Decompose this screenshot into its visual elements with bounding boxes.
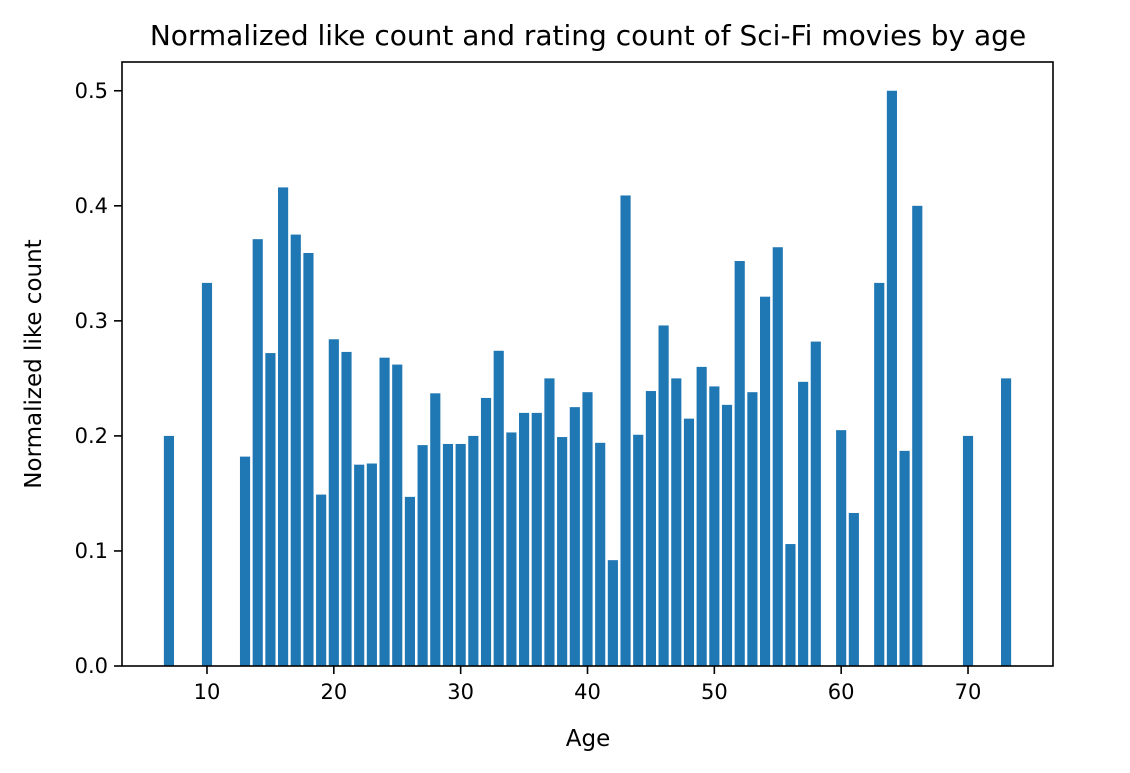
x-tick-label: 30: [447, 680, 474, 704]
x-tick-label: 70: [955, 680, 982, 704]
chart-title: Normalized like count and rating count o…: [150, 19, 1026, 52]
bar-age-63: [874, 282, 885, 666]
bar-age-27: [417, 445, 428, 666]
bar-age-23: [366, 463, 377, 666]
bar-age-43: [620, 195, 631, 666]
bar-age-50: [709, 386, 720, 666]
bar-age-49: [696, 366, 707, 666]
x-tick-label: 60: [828, 680, 855, 704]
bar-age-22: [354, 464, 365, 666]
bar-age-40: [582, 392, 593, 666]
bar-age-73: [1000, 378, 1012, 666]
bar-age-53: [747, 392, 758, 666]
bar-age-56: [785, 544, 796, 666]
x-axis-ticks: 10 20 30 40 50 60 70: [194, 666, 982, 704]
y-axis-label: Normalized like count: [21, 239, 47, 488]
bar-age-45: [645, 391, 656, 666]
bar-age-17: [290, 234, 301, 667]
bar-age-15: [265, 353, 276, 666]
bars-group: [163, 90, 1012, 667]
bar-age-57: [798, 381, 809, 666]
bar-age-54: [760, 296, 771, 666]
bar-age-16: [278, 187, 289, 666]
bar-age-52: [734, 261, 745, 666]
y-tick-label: 0.3: [75, 309, 108, 333]
bar-age-18: [303, 252, 314, 666]
bar-age-21: [341, 351, 352, 666]
bar-age-28: [430, 393, 441, 666]
bar-age-58: [810, 341, 821, 666]
bar-age-30: [455, 443, 466, 666]
bar-age-38: [557, 437, 568, 666]
x-tick-label: 40: [574, 680, 601, 704]
bar-age-42: [607, 560, 618, 666]
bar-age-19: [316, 494, 327, 666]
x-tick-label: 20: [320, 680, 347, 704]
bar-age-44: [633, 434, 644, 666]
y-tick-label: 0.2: [75, 424, 108, 448]
bar-age-60: [836, 430, 847, 666]
bar-age-31: [468, 435, 479, 666]
bar-age-39: [569, 407, 580, 666]
bar-age-70: [962, 435, 974, 666]
x-tick-label: 50: [701, 680, 728, 704]
bar-age-14: [252, 239, 263, 666]
bar-age-65: [899, 450, 910, 666]
y-tick-label: 0.1: [75, 539, 108, 563]
y-tick-label: 0.5: [75, 79, 108, 103]
bar-age-64: [886, 90, 897, 666]
bar-age-7: [163, 435, 175, 666]
bar-age-35: [519, 412, 530, 666]
bar-age-13: [239, 456, 251, 666]
bar-age-46: [658, 325, 669, 666]
bar-age-61: [848, 512, 859, 666]
bar-age-36: [531, 412, 542, 666]
x-axis-label: Age: [566, 726, 610, 752]
bar-age-24: [379, 357, 390, 666]
bar-age-20: [328, 339, 339, 666]
bar-age-33: [493, 350, 504, 666]
bar-age-47: [671, 378, 682, 666]
bar-age-32: [480, 397, 492, 666]
bar-age-34: [506, 432, 517, 666]
bar-age-29: [442, 443, 454, 666]
x-tick-label: 10: [194, 680, 221, 704]
bar-age-25: [392, 364, 403, 666]
y-tick-label: 0.0: [75, 654, 108, 678]
bar-age-26: [404, 496, 415, 666]
bar-age-55: [772, 247, 783, 666]
bar-age-10: [201, 282, 213, 666]
bar-age-41: [595, 442, 606, 666]
bar-age-66: [912, 205, 923, 667]
y-axis-ticks: 0.0 0.1 0.2 0.3 0.4 0.5: [75, 79, 122, 678]
bar-age-51: [721, 404, 733, 666]
y-tick-label: 0.4: [75, 194, 108, 218]
bar-age-37: [544, 378, 555, 666]
bar-age-48: [683, 418, 695, 666]
